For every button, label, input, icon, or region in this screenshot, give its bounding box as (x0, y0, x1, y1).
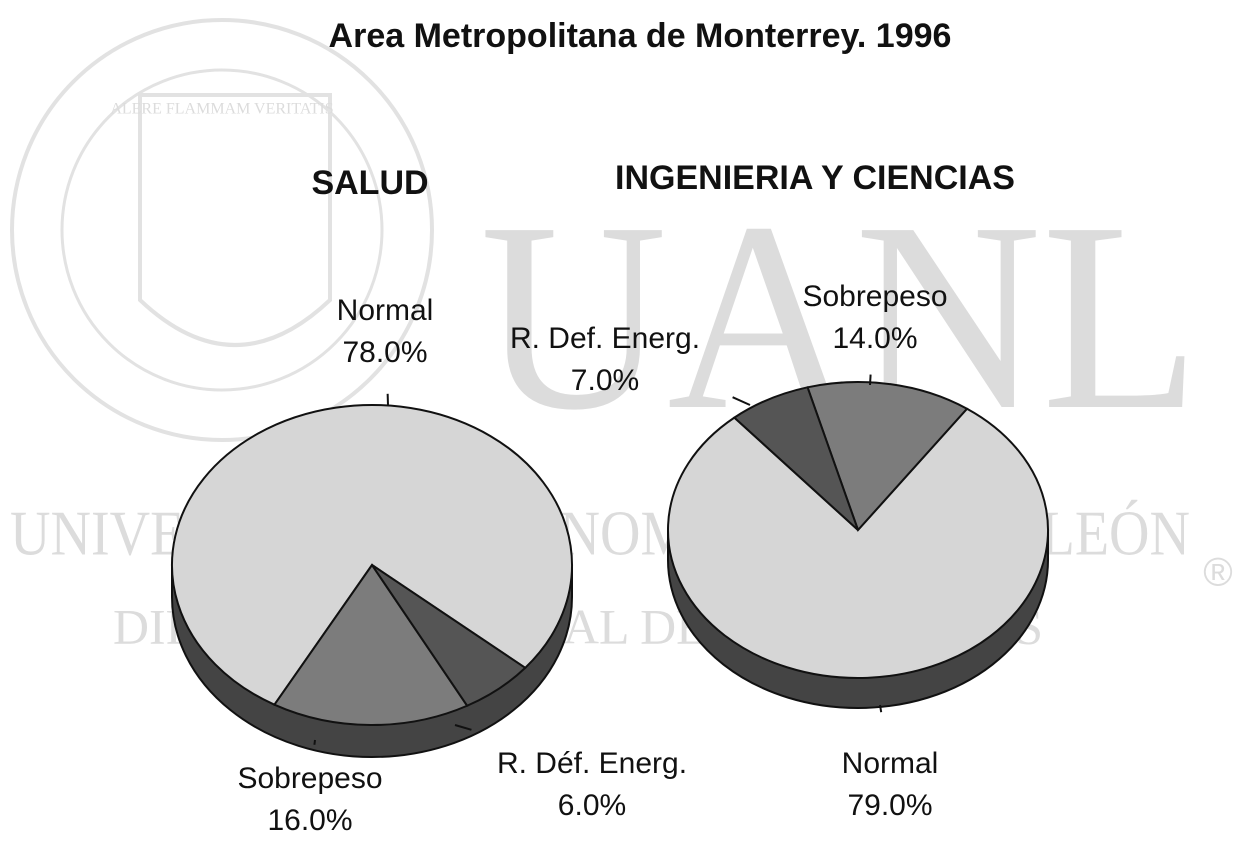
pie-slice (806, 381, 969, 532)
slice-label: R. Déf. Energ. (497, 747, 687, 780)
chart-subtitle: INGENIERIA Y CIENCIAS (615, 159, 1015, 197)
seal-shield (138, 93, 332, 347)
seal-inner (60, 68, 384, 392)
leader-line (313, 739, 316, 745)
value-label: 79.0% (847, 789, 932, 822)
seal-ring (10, 18, 434, 442)
leader-line (732, 396, 751, 406)
main-title: Area Metropolitana de Monterrey. 1996 (329, 17, 952, 55)
pie-slice (272, 563, 469, 726)
value-label: 78.0% (342, 336, 427, 369)
pie-slice (732, 386, 859, 531)
slice-label: Sobrepeso (802, 280, 947, 313)
value-label: 6.0% (558, 789, 626, 822)
value-label: 16.0% (267, 804, 352, 837)
watermark-mark: ® (1203, 551, 1232, 595)
pie-slice (667, 407, 1049, 679)
pie-slice (371, 564, 527, 707)
leader-line (454, 724, 472, 731)
slice-label: Sobrepeso (237, 762, 382, 795)
chart-subtitle: SALUD (311, 164, 428, 202)
value-label: 7.0% (571, 364, 639, 397)
leader-line (879, 704, 883, 713)
pie-slice (171, 404, 573, 706)
slice-label: R. Def. Energ. (510, 322, 700, 355)
seal-motto: ALERE FLAMMAM VERITATIS (110, 101, 333, 118)
slice-label: Normal (337, 294, 434, 327)
leader-line (869, 374, 872, 386)
slice-label: Normal (842, 747, 939, 780)
value-label: 14.0% (832, 322, 917, 355)
